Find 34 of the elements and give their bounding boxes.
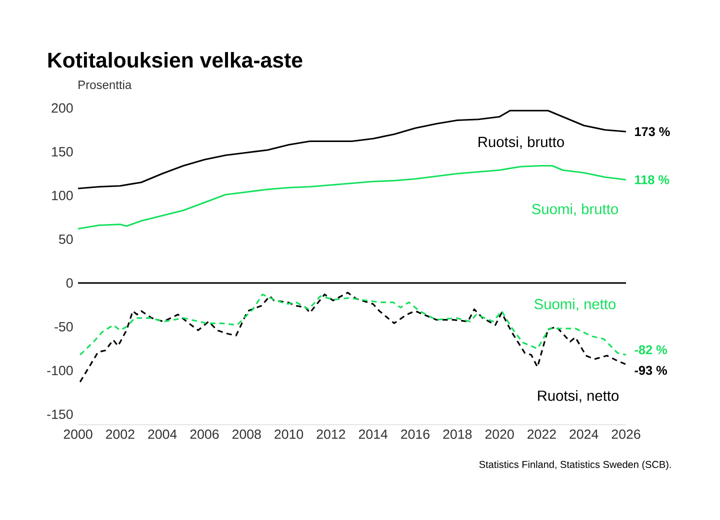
x-tick-label: 2026	[612, 430, 640, 439]
x-tick-label: 2024	[570, 430, 598, 439]
y-tick-label: 200	[52, 103, 73, 113]
x-tick-label: 2002	[106, 430, 134, 439]
y-tick-label: -150	[47, 410, 73, 419]
series-label: Ruotsi, netto	[538, 390, 619, 403]
series-label: Suomi, netto	[534, 298, 616, 312]
x-tick-label: 2014	[358, 430, 388, 439]
series-label: Suomi, brutto	[532, 204, 618, 216]
y-axis-title: Prosenttia	[78, 80, 132, 90]
x-tick-label: 2022	[528, 430, 556, 439]
x-tick-label: 2010	[274, 430, 304, 439]
x-tick-label: 2016	[401, 430, 430, 439]
y-tick-label: 100	[52, 190, 73, 200]
x-tick-label: 2004	[148, 430, 177, 439]
data-label: -93 %	[634, 366, 668, 375]
data-label: -82 %	[634, 345, 668, 354]
x-tick-label: 2000	[64, 430, 92, 439]
x-tick-label: 2008	[232, 430, 261, 439]
series-label: Ruotsi, brutto	[478, 136, 564, 149]
y-tick-label: -100	[47, 366, 73, 376]
chart-title: Kotitalouksien velka-aste	[48, 52, 302, 68]
data-label: 118 %	[635, 175, 670, 184]
y-tick-label: 50	[59, 234, 73, 244]
line-series	[79, 292, 627, 383]
y-tick-label: 150	[52, 147, 73, 156]
x-tick-label: 2006	[190, 430, 219, 439]
y-tick-label: -50	[54, 322, 73, 332]
text: Statistics Finland, Statistics Sweden (SCB).	[479, 460, 671, 470]
x-tick-label: 2018	[443, 430, 472, 439]
x-tick-label: 2020	[485, 430, 514, 439]
x-tick-label: 2012	[316, 430, 346, 439]
data-label: 173 %	[635, 127, 670, 136]
y-tick-label: 0	[66, 278, 73, 288]
